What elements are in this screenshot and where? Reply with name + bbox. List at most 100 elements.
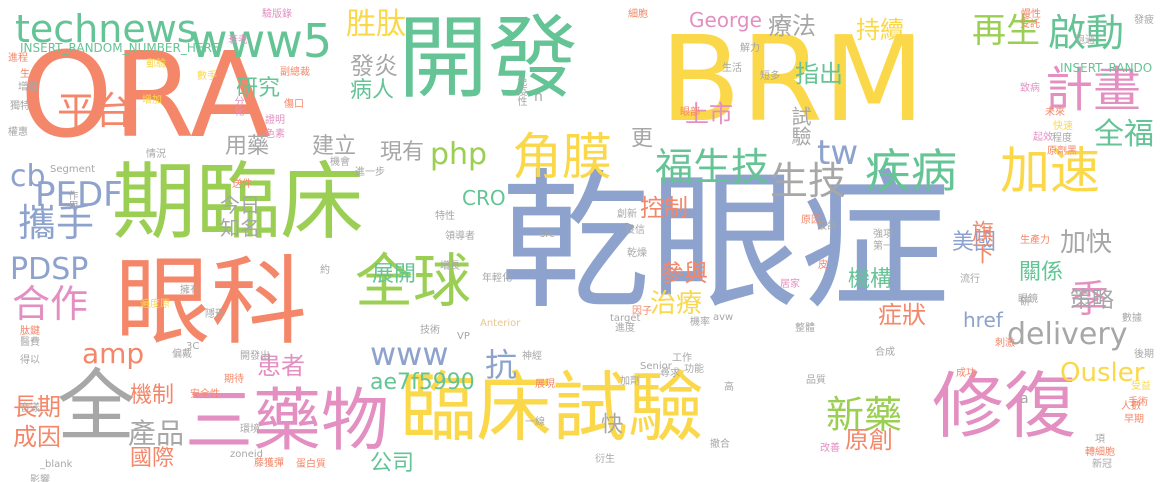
cloud-word: 參與 — [660, 259, 708, 287]
cloud-word: 攜手 — [18, 201, 95, 245]
cloud-word: 色素 — [265, 129, 285, 140]
cloud-word: 環境 — [240, 424, 260, 435]
cloud-word: 強項 — [873, 229, 893, 240]
cloud-word: _blank — [40, 459, 73, 470]
cloud-word: 原劑黑 — [1047, 146, 1077, 157]
cloud-word: 流行 — [960, 274, 980, 285]
cloud-word: 加速 — [1000, 142, 1100, 200]
cloud-word: 生成 — [20, 69, 40, 80]
cloud-word: 安全性 — [190, 389, 220, 400]
cloud-word: 今日 — [220, 193, 260, 217]
cloud-word: 因子 — [632, 306, 652, 317]
cloud-word: 3C — [186, 341, 200, 352]
cloud-word: 生活 — [722, 63, 742, 74]
cloud-word: 數據 — [1122, 313, 1142, 324]
cloud-word: zoneid — [230, 449, 263, 460]
cloud-word: 疾病 — [865, 144, 957, 198]
cloud-word: php — [430, 137, 488, 172]
cloud-word: 成因 — [13, 423, 61, 451]
cloud-word: 研究 — [236, 76, 281, 101]
cloud-word: 投信 — [625, 225, 645, 236]
cloud-word: ae7f5990 — [370, 370, 475, 395]
cloud-word: VP — [457, 331, 470, 342]
cloud-word: 神經 — [522, 351, 542, 362]
cloud-word: 原創 — [845, 426, 893, 454]
cloud-word: 藤獲彈 — [254, 458, 284, 469]
cloud-word: 機會 — [330, 157, 350, 168]
cloud-word: 計畫 — [1045, 62, 1142, 118]
cloud-word: 受託 — [1020, 19, 1040, 30]
cloud-word: 國際 — [130, 446, 175, 471]
cloud-word: 開發 — [398, 6, 578, 111]
cloud-word: 起效 — [1033, 132, 1053, 143]
cloud-word: 領導者 — [445, 231, 475, 242]
cloud-word: n — [534, 89, 543, 105]
cloud-word: 一線 — [525, 417, 545, 428]
cloud-word: 高 — [724, 382, 734, 393]
cloud-word: Segment — [50, 164, 95, 175]
cloud-word: 病人 — [350, 78, 395, 103]
cloud-word: 約 — [320, 265, 330, 276]
cloud-word: 創新 — [617, 209, 637, 220]
cloud-word: 三藥物 — [185, 382, 390, 461]
cloud-word: delivery — [1007, 317, 1128, 352]
cloud-word: 送件 — [232, 179, 252, 190]
cloud-word: 程度 — [1052, 133, 1072, 144]
cloud-word: 知名 — [220, 216, 260, 240]
cloud-word: 增殖 — [18, 82, 38, 93]
cloud-word: 發疲 — [1134, 15, 1154, 26]
cloud-word: 眼科 — [115, 246, 307, 358]
cloud-word: 副總裁 — [280, 67, 310, 78]
cloud-word: 細胞 — [628, 9, 648, 20]
cloud-word: 治療 — [650, 289, 703, 319]
cloud-word: Ousler — [1060, 358, 1145, 388]
cloud-word: 療法 — [768, 12, 816, 40]
cloud-word: 尋求 — [660, 368, 680, 379]
cloud-word: 患者 — [257, 352, 305, 380]
cloud-word: 權惠 — [8, 127, 28, 138]
cloud-word: 發炎 — [350, 52, 398, 80]
cloud-word: 功能 — [684, 364, 704, 375]
cloud-word: 證明 — [265, 115, 285, 126]
cloud-word: 手術 — [1128, 397, 1148, 408]
cloud-word: 症狀 — [878, 301, 926, 329]
cloud-word: cb — [10, 159, 46, 194]
cloud-word: 早期 — [1124, 414, 1144, 425]
cloud-word: 用藥 — [225, 134, 270, 159]
cloud-word: 全球 — [355, 247, 472, 315]
cloud-word: 機構 — [848, 267, 893, 292]
cloud-word: 增長 — [440, 261, 460, 272]
cloud-word: 建立 — [312, 134, 357, 159]
cloud-word: 情況 — [146, 149, 166, 160]
cloud-word: 偏戴 — [172, 349, 192, 360]
cloud-word: 乾燥 — [627, 248, 647, 259]
cloud-word: 展開 — [372, 262, 417, 287]
cloud-word: 合作 — [12, 282, 89, 326]
cloud-word: 進程 — [8, 53, 28, 64]
cloud-word: 免疫性 — [515, 76, 526, 106]
cloud-word: 啟動 — [1048, 11, 1125, 55]
cloud-word: 進度 — [615, 323, 635, 334]
cloud-word: 角膜 — [512, 128, 612, 186]
cloud-word: 開發出 — [240, 351, 270, 362]
cloud-word: 進一步 — [355, 167, 385, 178]
cloud-word: 隱形 — [205, 309, 225, 320]
cloud-word: 期臨床 — [112, 153, 365, 251]
cloud-word: 合成 — [875, 347, 895, 358]
cloud-word: 轉細胞 — [1085, 447, 1115, 458]
cloud-word: 工作 — [672, 353, 692, 364]
cloud-word: 音漾 — [20, 403, 40, 414]
cloud-word: 眼部 — [680, 107, 700, 118]
cloud-word: 設計 — [817, 221, 837, 232]
cloud-word: 抗 — [485, 346, 518, 384]
cloud-word: 機制 — [130, 383, 175, 408]
cloud-word: PDSP — [10, 252, 89, 287]
cloud-word: PEDF — [35, 175, 123, 215]
cloud-word: 醫費 — [20, 337, 40, 348]
cloud-word: Anterior — [480, 318, 521, 329]
cloud-word: 全 — [57, 362, 136, 452]
cloud-word: 試驗 — [788, 106, 812, 146]
cloud-word: 郵驗 — [146, 59, 166, 70]
cloud-word: avw — [713, 312, 734, 323]
